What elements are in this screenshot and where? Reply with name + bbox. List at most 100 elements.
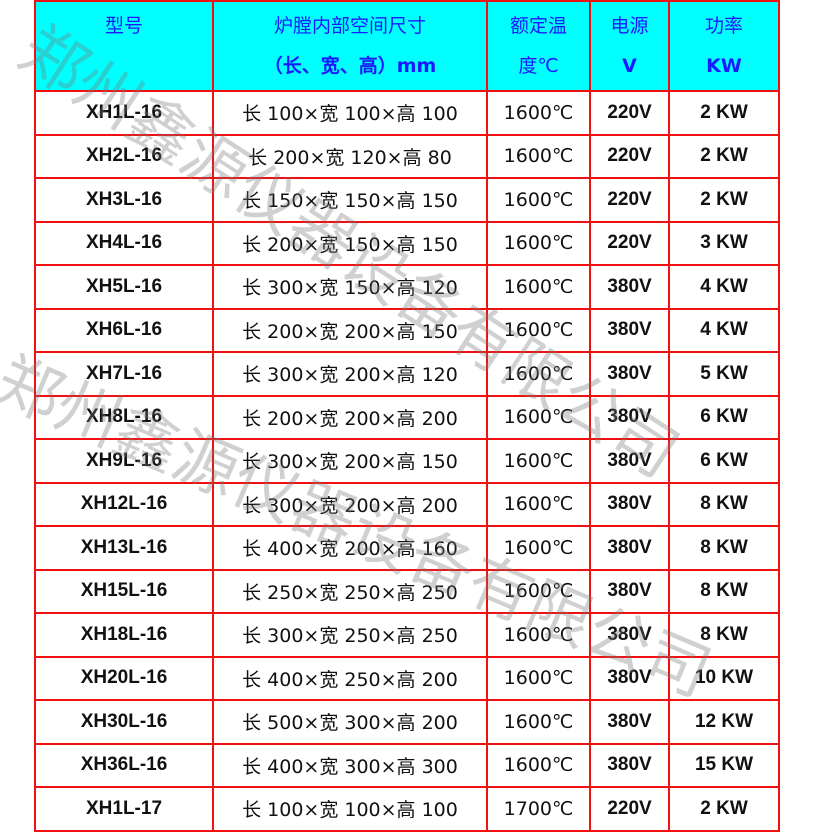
model-cell: XH6L-16 — [34, 307, 214, 353]
header-size: 炉膛内部空间尺寸 （长、宽、高）mm — [212, 0, 488, 92]
model-cell: XH18L-16 — [34, 612, 214, 658]
table-row: XH6L-16 长 200×宽 200×高 150 1600℃ 380V 4 KW — [34, 307, 780, 353]
voltage-cell: 380V — [589, 699, 670, 745]
voltage-cell: 380V — [589, 394, 670, 440]
header-power: 功率 KW — [668, 0, 780, 92]
model-cell: XH15L-16 — [34, 568, 214, 614]
model-cell: XH4L-16 — [34, 220, 214, 266]
table-row: XH5L-16 长 300×宽 150×高 120 1600℃ 380V 4 KW — [34, 264, 780, 310]
voltage-cell: 380V — [589, 525, 670, 571]
voltage-cell: 380V — [589, 655, 670, 701]
header-model-label: 型号 — [104, 15, 143, 37]
temp-cell: 1700℃ — [486, 786, 591, 832]
power-cell: 4 KW — [668, 264, 780, 310]
temp-cell: 1600℃ — [486, 481, 591, 527]
power-cell: 6 KW — [668, 394, 780, 440]
table-row: XH15L-16 长 250×宽 250×高 250 1600℃ 380V 8 KW — [34, 568, 780, 614]
header-voltage-line1: 电源 — [610, 15, 649, 37]
table-row: XH3L-16 长 150×宽 150×高 150 1600℃ 220V 2 KW — [34, 177, 780, 223]
table-row: XH36L-16 长 400×宽 300×高 300 1600℃ 380V 15 KW — [34, 742, 780, 788]
size-cell: 长 300×宽 250×高 250 — [212, 612, 488, 658]
power-cell: 10 KW — [668, 655, 780, 701]
temp-cell: 1600℃ — [486, 612, 591, 658]
voltage-cell: 380V — [589, 264, 670, 310]
temp-cell: 1600℃ — [486, 525, 591, 571]
size-cell: 长 300×宽 200×高 200 — [212, 481, 488, 527]
header-power-line2: KW — [706, 55, 742, 77]
size-cell: 长 250×宽 250×高 250 — [212, 568, 488, 614]
size-cell: 长 150×宽 150×高 150 — [212, 177, 488, 223]
temp-cell: 1600℃ — [486, 133, 591, 179]
voltage-cell: 380V — [589, 438, 670, 484]
header-size-line1: 炉膛内部空间尺寸 — [273, 15, 426, 37]
size-cell: 长 200×宽 200×高 150 — [212, 307, 488, 353]
voltage-cell: 220V — [589, 220, 670, 266]
voltage-cell: 220V — [589, 177, 670, 223]
table-row: XH13L-16 长 400×宽 200×高 160 1600℃ 380V 8 KW — [34, 525, 780, 571]
size-cell: 长 400×宽 300×高 300 — [212, 742, 488, 788]
header-voltage: 电源 V — [589, 0, 670, 92]
voltage-cell: 380V — [589, 568, 670, 614]
model-cell: XH36L-16 — [34, 742, 214, 788]
power-cell: 8 KW — [668, 525, 780, 571]
voltage-cell: 380V — [589, 612, 670, 658]
power-cell: 3 KW — [668, 220, 780, 266]
temp-cell: 1600℃ — [486, 742, 591, 788]
model-cell: XH13L-16 — [34, 525, 214, 571]
size-cell: 长 500×宽 300×高 200 — [212, 699, 488, 745]
size-cell: 长 200×宽 150×高 150 — [212, 220, 488, 266]
table-row: XH1L-17 长 100×宽 100×高 100 1700℃ 220V 2 KW — [34, 786, 780, 832]
table-row: XH4L-16 长 200×宽 150×高 150 1600℃ 220V 3 KW — [34, 220, 780, 266]
size-cell: 长 400×宽 200×高 160 — [212, 525, 488, 571]
table-row: XH9L-16 长 300×宽 200×高 150 1600℃ 380V 6 KW — [34, 438, 780, 484]
table-row: XH30L-16 长 500×宽 300×高 200 1600℃ 380V 12 KW — [34, 699, 780, 745]
table-row: XH18L-16 长 300×宽 250×高 250 1600℃ 380V 8 KW — [34, 612, 780, 658]
model-cell: XH5L-16 — [34, 264, 214, 310]
table-row: XH2L-16 长 200×宽 120×高 80 1600℃ 220V 2 KW — [34, 133, 780, 179]
model-cell: XH9L-16 — [34, 438, 214, 484]
model-cell: XH2L-16 — [34, 133, 214, 179]
size-cell: 长 100×宽 100×高 100 — [212, 90, 488, 136]
model-cell: XH20L-16 — [34, 655, 214, 701]
size-cell: 长 100×宽 100×高 100 — [212, 786, 488, 832]
temp-cell: 1600℃ — [486, 177, 591, 223]
temp-cell: 1600℃ — [486, 438, 591, 484]
table-row: XH7L-16 长 300×宽 200×高 120 1600℃ 380V 5 KW — [34, 351, 780, 397]
header-power-line1: 功率 — [704, 15, 743, 37]
header-model: 型号 — [34, 0, 214, 92]
voltage-cell: 380V — [589, 742, 670, 788]
size-cell: 长 300×宽 150×高 120 — [212, 264, 488, 310]
voltage-cell: 220V — [589, 786, 670, 832]
temp-cell: 1600℃ — [486, 655, 591, 701]
power-cell: 6 KW — [668, 438, 780, 484]
size-cell: 长 300×宽 200×高 120 — [212, 351, 488, 397]
power-cell: 15 KW — [668, 742, 780, 788]
model-cell: XH1L-16 — [34, 90, 214, 136]
header-temp-line2: 度℃ — [518, 55, 559, 77]
model-cell: XH3L-16 — [34, 177, 214, 223]
size-cell: 长 400×宽 250×高 200 — [212, 655, 488, 701]
power-cell: 2 KW — [668, 177, 780, 223]
size-cell: 长 300×宽 200×高 150 — [212, 438, 488, 484]
power-cell: 8 KW — [668, 568, 780, 614]
header-row: 型号 炉膛内部空间尺寸 （长、宽、高）mm 额定温度℃ 电源 V 功率 KW — [34, 0, 780, 92]
header-temp-line1: 额定温 — [509, 15, 567, 37]
size-cell: 长 200×宽 200×高 200 — [212, 394, 488, 440]
temp-cell: 1600℃ — [486, 351, 591, 397]
power-cell: 4 KW — [668, 307, 780, 353]
size-cell: 长 200×宽 120×高 80 — [212, 133, 488, 179]
power-cell: 12 KW — [668, 699, 780, 745]
power-cell: 2 KW — [668, 90, 780, 136]
temp-cell: 1600℃ — [486, 699, 591, 745]
table-row: XH8L-16 长 200×宽 200×高 200 1600℃ 380V 6 KW — [34, 394, 780, 440]
model-cell: XH1L-17 — [34, 786, 214, 832]
temp-cell: 1600℃ — [486, 264, 591, 310]
table-row: XH12L-16 长 300×宽 200×高 200 1600℃ 380V 8 KW — [34, 481, 780, 527]
power-cell: 5 KW — [668, 351, 780, 397]
model-cell: XH12L-16 — [34, 481, 214, 527]
model-cell: XH7L-16 — [34, 351, 214, 397]
header-voltage-line2: V — [622, 55, 637, 77]
power-cell: 8 KW — [668, 612, 780, 658]
product-spec-table: 型号 炉膛内部空间尺寸 （长、宽、高）mm 额定温度℃ 电源 V 功率 KW XH1L… — [34, 0, 780, 832]
table-row: XH20L-16 长 400×宽 250×高 200 1600℃ 380V 10 KW — [34, 655, 780, 701]
